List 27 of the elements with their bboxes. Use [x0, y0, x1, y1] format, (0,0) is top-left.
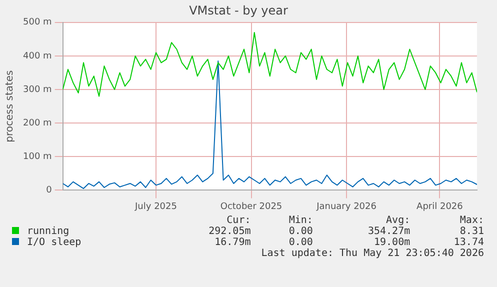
text: 0.00 — [288, 237, 314, 248]
text: Last update: Thu May 21 23:05:40 2026 — [260, 248, 485, 259]
text: 13.74 — [452, 237, 485, 248]
legend-label: running — [26, 226, 70, 237]
legend-label: I/O sleep — [26, 237, 82, 248]
text: 19.00m — [373, 237, 412, 248]
text: 8.31 — [458, 226, 485, 237]
text: Max: — [458, 215, 485, 226]
x-tick-label: July 2025 — [134, 202, 177, 212]
x-tick-label: April 2026 — [416, 202, 464, 212]
y-tick-label: 100 m — [22, 152, 52, 162]
text: Avg: — [385, 215, 412, 226]
x-tick-label: October 2025 — [220, 202, 282, 212]
text: 16.79m — [214, 237, 252, 248]
text: 354.27m — [366, 226, 412, 237]
x-tick-label: January 2026 — [316, 202, 377, 212]
y-tick-label: 300 m — [22, 84, 52, 95]
y-tick-label: 200 m — [22, 118, 52, 128]
y-tick-label: 400 m — [22, 51, 52, 62]
chart-title: VMstat - by year — [189, 3, 288, 18]
text: Min: — [288, 215, 314, 226]
text: Cur: — [226, 215, 252, 226]
text: 292.05m — [208, 226, 252, 237]
text: 0.00 — [288, 226, 314, 237]
y-tick-label: 0 — [46, 186, 52, 196]
y-axis-title: process states — [4, 70, 16, 142]
y-tick-label: 500 m — [22, 18, 52, 28]
